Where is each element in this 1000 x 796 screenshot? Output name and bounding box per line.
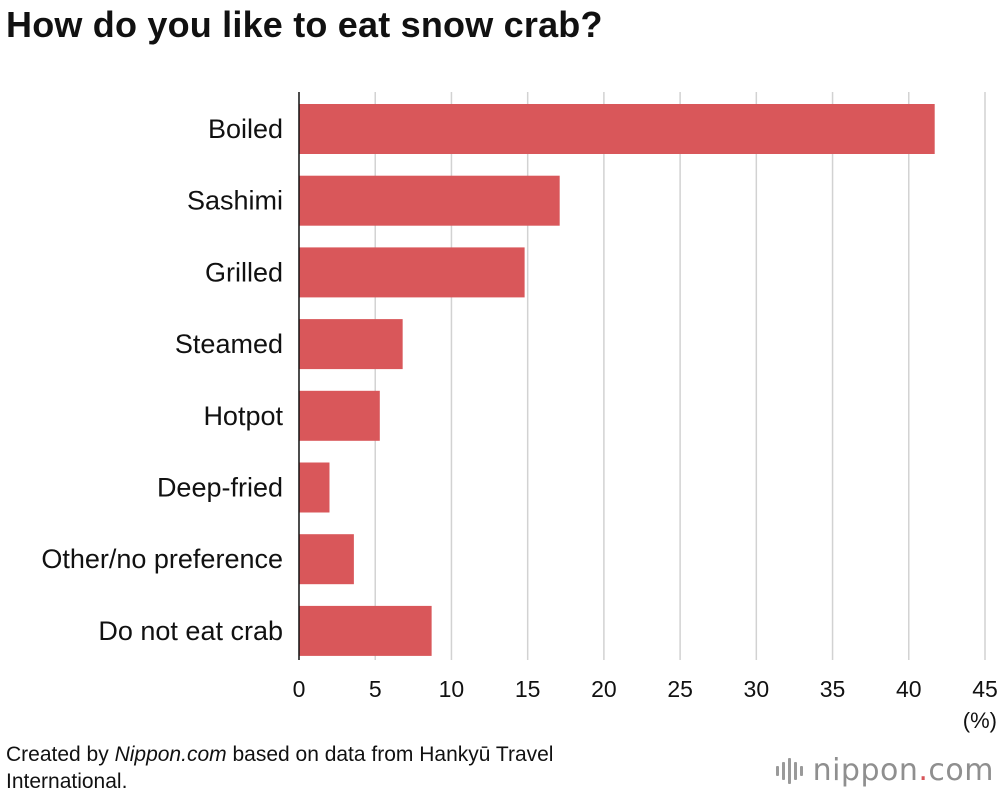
category-label: Deep-fried bbox=[157, 473, 283, 503]
bar-chart: Boiled Sashimi Grilled Steamed Hotpot Deep-fr… bbox=[41, 92, 998, 733]
logo-text-main: nippon bbox=[812, 753, 919, 788]
category-label: Do not eat crab bbox=[98, 616, 283, 646]
nippon-com-logo: nippon.com bbox=[775, 756, 994, 786]
category-label: Hotpot bbox=[203, 401, 283, 431]
category-labels: Boiled Sashimi Grilled Steamed Hotpot Deep-fr… bbox=[41, 114, 283, 646]
chart-title: How do you like to eat snow crab? bbox=[6, 4, 603, 45]
x-tick-label-5: 5 bbox=[369, 676, 382, 702]
category-label: Boiled bbox=[208, 114, 283, 144]
category-label: Steamed bbox=[175, 329, 283, 359]
category-label: Sashimi bbox=[187, 186, 283, 216]
bar-boiled bbox=[299, 104, 935, 154]
nippon-com-logo-icon bbox=[775, 758, 803, 784]
category-label: Other/no preference bbox=[41, 544, 283, 574]
source-suffix: based on data from Hankyū Travel Interna… bbox=[6, 743, 554, 793]
x-tick-label-30: 30 bbox=[744, 676, 770, 702]
x-axis-unit-label: (%) bbox=[963, 708, 997, 733]
source-note: Created by Nippon.com based on data from… bbox=[6, 741, 606, 795]
x-tick-label-15: 15 bbox=[515, 676, 541, 702]
x-tick-label-35: 35 bbox=[820, 676, 846, 702]
bar-steamed bbox=[299, 319, 403, 370]
source-brand: Nippon.com bbox=[114, 743, 227, 766]
bar-deep-fried bbox=[299, 462, 330, 513]
bar-grilled bbox=[299, 247, 525, 298]
x-tick-label-0: 0 bbox=[293, 676, 306, 702]
x-tick-label-45: 45 bbox=[972, 676, 998, 702]
bar-sashimi bbox=[299, 175, 560, 226]
x-tick-label-25: 25 bbox=[667, 676, 693, 702]
bar-do-not-eat-crab bbox=[299, 605, 432, 656]
tick-labels: 0 5 10 15 20 25 30 35 40 45 bbox=[293, 676, 998, 702]
x-tick-label-20: 20 bbox=[591, 676, 617, 702]
bar-other-no-preference bbox=[299, 534, 354, 585]
bar-hotpot bbox=[299, 390, 380, 441]
x-tick-label-40: 40 bbox=[896, 676, 922, 702]
logo-text-dot: . bbox=[918, 753, 929, 788]
x-tick-label-10: 10 bbox=[439, 676, 465, 702]
logo-wordmark: nippon.com bbox=[813, 756, 994, 786]
logo-text-tld: com bbox=[928, 753, 994, 788]
source-prefix: Created by bbox=[6, 743, 115, 766]
bars bbox=[299, 104, 935, 656]
category-label: Grilled bbox=[205, 257, 283, 287]
